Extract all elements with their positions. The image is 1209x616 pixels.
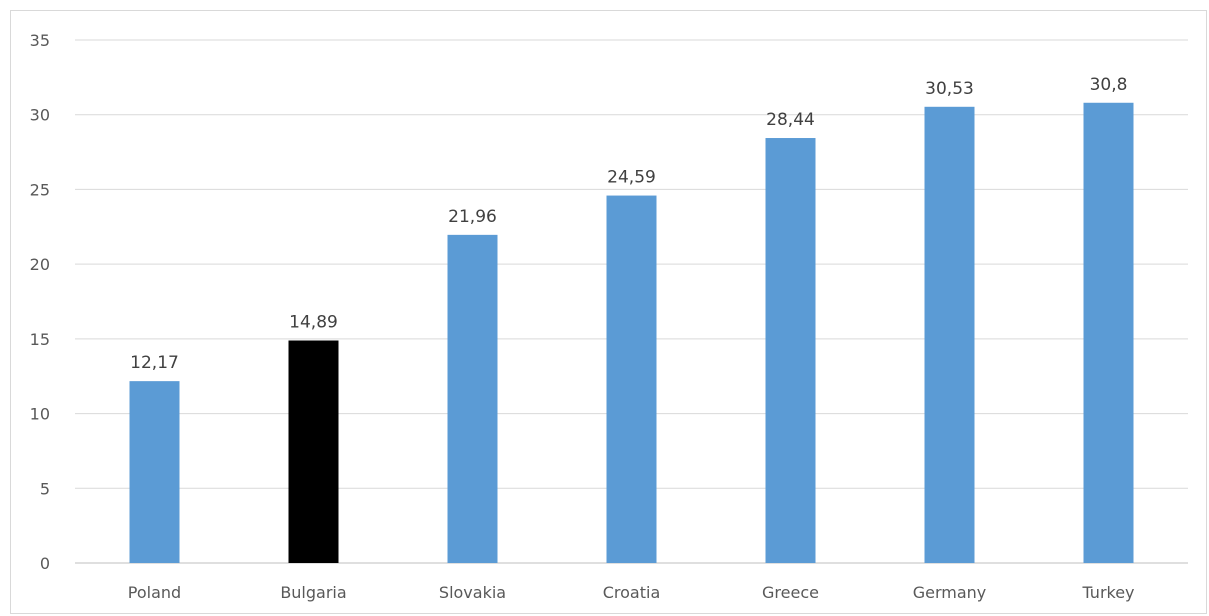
bar: [129, 381, 180, 563]
x-tick-label: Poland: [128, 583, 181, 602]
bar: [765, 138, 816, 563]
data-label: 12,17: [130, 353, 179, 373]
y-tick-label: 10: [30, 405, 50, 424]
data-label: 21,96: [448, 207, 497, 227]
y-tick-label: 35: [30, 31, 50, 50]
y-tick-label: 0: [40, 554, 50, 573]
y-tick-label: 30: [30, 106, 50, 125]
x-tick-label: Germany: [913, 583, 987, 602]
bar: [924, 106, 975, 564]
data-label: 30,8: [1090, 75, 1128, 95]
bar: [606, 195, 657, 563]
x-tick-label: Greece: [762, 583, 819, 602]
data-label: 30,53: [925, 79, 974, 99]
bar: [288, 340, 339, 563]
data-label: 28,44: [766, 110, 815, 130]
x-tick-label: Slovakia: [439, 583, 506, 602]
bar: [1083, 102, 1134, 563]
y-tick-label: 15: [30, 330, 50, 349]
x-tick-label: Turkey: [1081, 583, 1134, 602]
y-tick-label: 5: [40, 479, 50, 498]
y-tick-label: 20: [30, 255, 50, 274]
data-label: 14,89: [289, 313, 338, 333]
x-tick-label: Bulgaria: [280, 583, 346, 602]
x-tick-label: Croatia: [603, 583, 661, 602]
data-label: 24,59: [607, 168, 656, 188]
bar: [447, 234, 498, 563]
y-tick-label: 25: [30, 180, 50, 199]
